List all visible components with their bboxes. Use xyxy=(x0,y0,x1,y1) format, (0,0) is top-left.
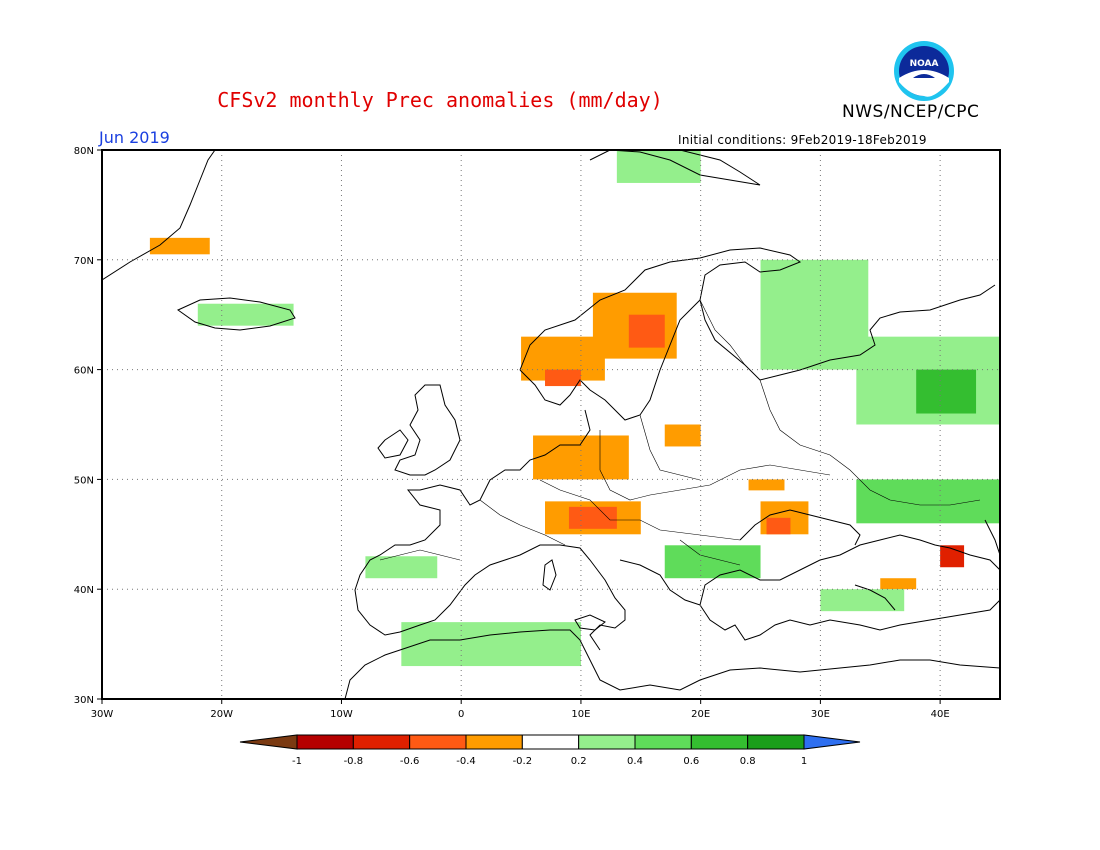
colorbar-box xyxy=(296,734,354,750)
agency-label: NWS/NCEP/CPC xyxy=(842,102,980,122)
colorbar-box xyxy=(409,734,467,750)
colorbar-tick-label: -0.6 xyxy=(400,756,420,767)
lon-label: 20W xyxy=(210,709,233,720)
colorbar-tick-label: 1 xyxy=(801,756,807,767)
lon-label: 10E xyxy=(571,709,590,720)
anomaly-region-1 xyxy=(628,314,665,348)
colorbar-tick-label: 0.2 xyxy=(571,756,587,767)
colorbar-tick-label: -0.2 xyxy=(513,756,533,767)
anomaly-region-20 xyxy=(880,578,917,590)
anomaly-region-15 xyxy=(401,622,581,667)
colorbar-box xyxy=(352,734,411,750)
anomaly-region-6 xyxy=(568,506,617,529)
map-title: CFSv2 monthly Prec anomalies (mm/day) xyxy=(217,88,663,112)
colorbar-box xyxy=(521,734,580,750)
colorbar-tick-label: 0.8 xyxy=(740,756,756,767)
colorbar-high-arrow xyxy=(803,734,861,750)
anomaly-region-21 xyxy=(820,589,905,612)
colorbar-tick-label: -0.8 xyxy=(344,756,364,767)
lat-label: 70N xyxy=(74,256,94,267)
country-borders xyxy=(379,299,981,566)
colorbar-box xyxy=(690,734,749,750)
anomaly-region-22 xyxy=(664,424,701,447)
anomaly-layer xyxy=(149,150,1000,667)
anomaly-region-8 xyxy=(766,517,791,535)
lat-label: 60N xyxy=(74,366,94,377)
anomaly-region-23 xyxy=(748,479,785,491)
anomaly-region-17 xyxy=(760,259,869,370)
colorbar-tick-label: -0.4 xyxy=(456,756,476,767)
colorbar-box xyxy=(747,734,805,750)
colorbar-tick-label: 0.4 xyxy=(627,756,643,767)
valid-month: Jun 2019 xyxy=(99,128,170,147)
lon-label: 20E xyxy=(691,709,710,720)
lon-label: 10W xyxy=(330,709,353,720)
lon-label: 30W xyxy=(91,709,114,720)
colorbar-box xyxy=(465,734,523,750)
colorbar-box xyxy=(634,734,692,750)
colorbar-tick-label: 0.6 xyxy=(683,756,699,767)
lon-label: 0 xyxy=(458,709,464,720)
colorbar-box xyxy=(578,734,636,750)
anomaly-region-10 xyxy=(149,237,210,255)
colorbar: -1 -0.8 -0.6 -0.4 -0.2 0.2 0.4 0.6 0.8 1 xyxy=(239,734,861,767)
lat-label: 80N xyxy=(74,146,94,157)
colorbar-low-arrow xyxy=(239,734,298,750)
initial-conditions: Initial conditions: 9Feb2019-18Feb2019 xyxy=(678,133,927,147)
lat-label: 40N xyxy=(74,585,94,596)
latitude-labels: 80N 70N 60N 50N 40N 30N xyxy=(74,146,102,706)
anomaly-region-13 xyxy=(856,479,1000,524)
coastlines xyxy=(102,150,1000,699)
colorbar-tick-label: -1 xyxy=(292,756,302,767)
lat-label: 50N xyxy=(74,475,94,486)
longitude-labels: 30W 20W 10W 0 10E 20E 30E 40E xyxy=(91,699,950,720)
logo-text: NOAA xyxy=(910,59,939,69)
anomaly-region-12 xyxy=(916,369,977,414)
anomaly-region-3 xyxy=(545,369,581,387)
lon-label: 30E xyxy=(811,709,830,720)
lon-label: 40E xyxy=(931,709,950,720)
map-frame xyxy=(101,149,1001,700)
noaa-logo: NOAA xyxy=(894,41,954,101)
anomaly-region-16 xyxy=(616,150,701,183)
lat-label: 30N xyxy=(74,695,94,706)
anomaly-region-19 xyxy=(365,556,438,579)
anomaly-region-4 xyxy=(533,435,629,480)
